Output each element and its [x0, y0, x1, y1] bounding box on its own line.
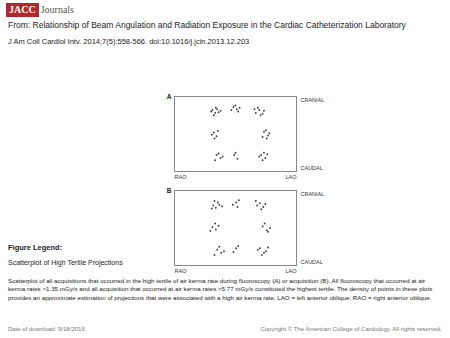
- svg-text:CRANIAL: CRANIAL: [301, 191, 325, 197]
- svg-text:CRANIAL: CRANIAL: [301, 97, 325, 103]
- svg-text:B: B: [167, 187, 172, 194]
- html-text:Scatterplot of all acquisition: Scatterplot of all acquisitions that occ…: [8, 277, 433, 301]
- html-text:Journals: Journals: [40, 4, 74, 15]
- html-text:Date of download: 9/18/2016: Date of download: 9/18/2016: [8, 326, 85, 332]
- svg-text:CAUDAL: CAUDAL: [301, 165, 323, 171]
- svg-text:RAO: RAO: [175, 268, 188, 274]
- svg-text:CAUDAL: CAUDAL: [301, 259, 323, 265]
- svg-text:RAO: RAO: [175, 174, 188, 180]
- html-text:Figure Legend:: Figure Legend:: [8, 243, 63, 252]
- html-text:J Am Coll Cardiol Intv. 2014;7: J Am Coll Cardiol Intv. 2014;7(5):558-56…: [8, 37, 250, 46]
- svg-text:LAO: LAO: [285, 174, 297, 180]
- svg-text:A: A: [167, 93, 172, 100]
- svg-text:LAO: LAO: [285, 268, 297, 274]
- html-text:JACC: JACC: [9, 4, 36, 15]
- html-text:Copyright © The American Colle: Copyright © The American College of Card…: [260, 326, 442, 332]
- html-text:Scatterplot of High Tertile Pr: Scatterplot of High Tertile Projections: [8, 259, 123, 266]
- html-text:From: Relationship of Beam Ang: From: Relationship of Beam Angulation an…: [8, 20, 406, 30]
